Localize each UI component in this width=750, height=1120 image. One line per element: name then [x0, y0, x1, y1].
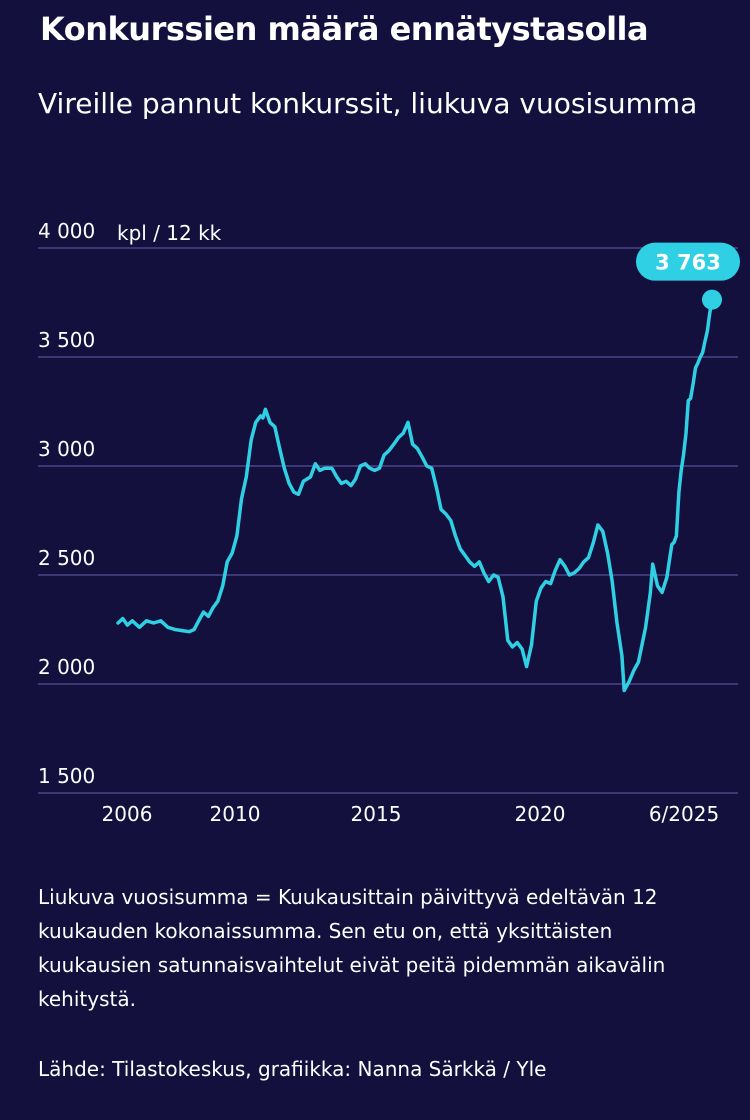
y-axis-unit-label: kpl / 12 kk [117, 221, 222, 245]
last-value-point [702, 289, 722, 310]
chart-subtitle: Vireille pannut konkurssit, liukuva vuos… [38, 87, 698, 120]
y-axis-ticks: 4 000 3 500 3 000 2 500 2 000 1 500 [38, 219, 95, 788]
y-tick-label: 4 000 [38, 219, 95, 243]
source-credit: Lähde: Tilastokeskus, grafiikka: Nanna S… [38, 1057, 547, 1081]
y-tick-label: 3 500 [38, 328, 95, 352]
y-tick-label: 2 500 [38, 546, 95, 570]
footnote: Liukuva vuosisumma = Kuukausittain päivi… [38, 885, 666, 1011]
x-tick-label: 2015 [351, 802, 402, 826]
line-chart: 4 000 3 500 3 000 2 500 2 000 1 500 kpl / 12 … [38, 219, 740, 826]
last-value-badge [636, 242, 740, 281]
x-tick-label: 2006 [102, 802, 153, 826]
x-tick-label: 6/2025 [649, 802, 719, 826]
y-tick-label: 2 000 [38, 655, 95, 679]
y-tick-label: 1 500 [38, 764, 95, 788]
x-tick-label: 2020 [515, 802, 566, 826]
chart-title: Konkurssien määrä ennätystasolla [40, 10, 649, 48]
x-axis-ticks: 2006 2010 2015 2020 6/2025 [102, 802, 720, 826]
gridlines [38, 247, 738, 794]
last-value-label: 3 763 [655, 251, 721, 275]
x-tick-label: 2010 [210, 802, 261, 826]
series-line [116, 297, 714, 693]
y-tick-label: 3 000 [38, 437, 95, 461]
